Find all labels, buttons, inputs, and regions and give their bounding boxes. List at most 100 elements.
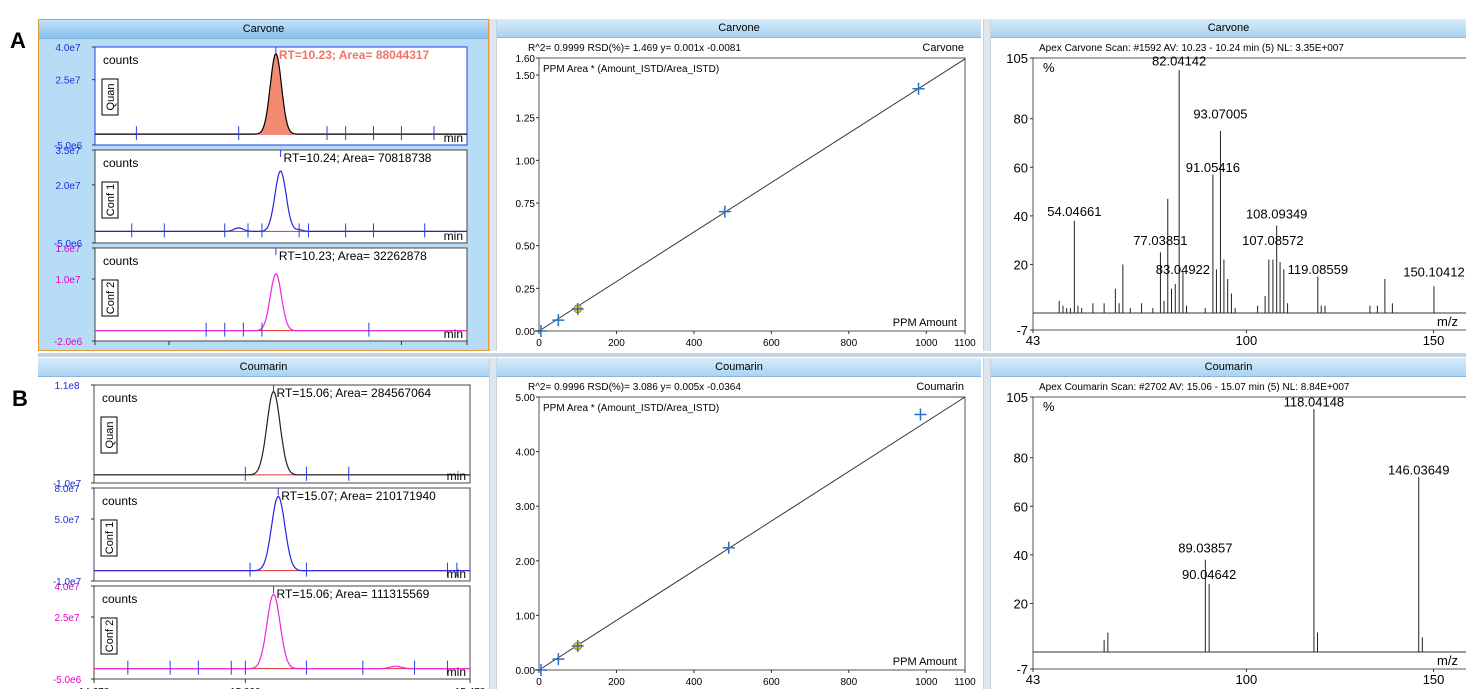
chromatogram-trace (94, 593, 470, 670)
y-tick-label: 1.60 (516, 54, 536, 65)
y-tick-label: 80 (1014, 112, 1028, 127)
calibration-panel-coumarin[interactable]: Coumarin R^2= 0.9996 RSD(%)= 3.086 y= 0.… (497, 358, 981, 689)
y-unit-label: counts (102, 391, 137, 405)
peak-mz-label: 89.03857 (1178, 540, 1232, 555)
x-tick-label: 600 (763, 338, 780, 349)
y-tick-label: 20 (1014, 596, 1028, 611)
x-tick-label: 10.000 (154, 349, 185, 350)
y-tick-label: 105 (1006, 390, 1028, 405)
calibration-plot-coumarin: R^2= 0.9996 RSD(%)= 3.086 y= 0.005x -0.0… (516, 381, 977, 688)
peak-mz-label: 150.10412 (1403, 265, 1464, 280)
trace-name-box: Conf 2 (101, 279, 119, 317)
chromatogram-panel-header[interactable]: Coumarin (38, 358, 489, 377)
chromatogram-panel-coumarin[interactable]: Coumarin RT=15.06; Area= 284567064 counts… (38, 358, 489, 689)
calibration-panel-carvone[interactable]: Carvone R^2= 0.9999 RSD(%)= 1.469 y= 0.0… (497, 19, 981, 351)
trace-frame (93, 487, 471, 582)
chromatogram-trace (94, 495, 470, 572)
calibration-point (552, 314, 565, 327)
y-tick-label: 5.0e7 (54, 515, 79, 526)
peak-mz-label: 118.04148 (1284, 395, 1345, 410)
chromatogram-trace (95, 273, 467, 332)
x-tick-label: 15.000 (230, 687, 261, 689)
y-tick-label: 2.5e7 (54, 613, 79, 624)
x-tick-label: 800 (840, 338, 857, 349)
y-unit-label: counts (102, 494, 137, 508)
y-tick-label: 3.00 (516, 502, 536, 513)
calibration-stats: R^2= 0.9999 RSD(%)= 1.469 y= 0.001x -0.0… (528, 43, 741, 54)
x-tick-label: 100 (1236, 333, 1258, 348)
calibration-point (912, 82, 925, 95)
peak-annotation: RT=10.23; Area= 32262878 (279, 249, 427, 263)
regression-line (538, 396, 966, 671)
chromatogram-trace (95, 52, 467, 135)
y-tick-label: -1.0e7 (53, 479, 82, 490)
vertical-splitter[interactable] (489, 19, 497, 351)
trace-frame (93, 384, 471, 484)
x-tick-label: 14.678 (79, 687, 110, 689)
y-axis-label: PPM Area * (Amount_ISTD/Area_ISTD) (543, 64, 719, 75)
y-tick-label: 80 (1014, 451, 1028, 466)
x-tick-label: 1100 (954, 338, 976, 349)
spectrum-panel-header[interactable]: Coumarin (991, 358, 1466, 377)
y-unit-label: counts (103, 156, 138, 170)
y-tick-label: -1.0e7 (53, 577, 82, 588)
x-axis-label: PPM Amount (893, 656, 957, 668)
peak-mz-label: 93.07005 (1193, 107, 1247, 122)
x-tick-label: 10.500 (386, 349, 417, 350)
x-tick-label: 10.641 (452, 349, 483, 350)
y-tick-label: 4.0e7 (54, 582, 79, 593)
x-tick-label: 0 (536, 677, 542, 688)
x-axis-label: m/z (1437, 314, 1458, 329)
trace-name-frame (100, 617, 118, 655)
vertical-splitter[interactable] (489, 358, 497, 689)
x-tick-label: 43 (1026, 333, 1040, 348)
y-tick-label: 1.0e7 (55, 275, 80, 286)
calibration-panel-header[interactable]: Coumarin (497, 358, 981, 377)
chromatogram-trace (95, 170, 467, 232)
trace-name-frame (101, 181, 119, 219)
spectrum-frame (1032, 57, 1466, 331)
calibration-plot-carvone: R^2= 0.9999 RSD(%)= 1.469 y= 0.001x -0.0… (516, 42, 977, 349)
chromatogram-plot-coumarin: RT=15.06; Area= 284567064 counts min Quan 1.… (53, 381, 486, 689)
calibration-point (718, 205, 731, 218)
horizontal-splitter[interactable] (38, 353, 1466, 357)
calibration-point (914, 408, 927, 421)
x-tick-label: 150 (1423, 333, 1445, 348)
x-axis-label: PPM Amount (893, 317, 957, 329)
peak-mz-label: 83.04922 (1156, 262, 1210, 277)
y-tick-label: 60 (1014, 499, 1028, 514)
x-tick-label: 200 (608, 338, 625, 349)
chromatogram-panel-header[interactable]: Carvone (39, 20, 488, 39)
y-tick-label: 3.5e7 (55, 146, 80, 157)
vertical-splitter[interactable] (983, 19, 991, 351)
x-tick-label: 200 (608, 677, 625, 688)
trace-name-label: Conf 1 (104, 522, 116, 554)
x-tick-label: 150 (1423, 672, 1445, 687)
trace-name-frame (101, 78, 119, 116)
y-tick-label: 1.6e7 (55, 244, 80, 255)
calibration-panel-header[interactable]: Carvone (497, 19, 981, 38)
chromatogram-panel-carvone[interactable]: Carvone RT=10.23; Area= 88044317 counts mi… (38, 19, 489, 351)
calibration-point (571, 639, 584, 652)
spectrum-panel-header[interactable]: Carvone (991, 19, 1466, 38)
x-unit-label: min (444, 229, 463, 243)
trace-name-label: Conf 2 (105, 282, 117, 314)
x-unit-label: min (447, 469, 466, 483)
trace-name-box: Quan (101, 78, 119, 116)
chromatogram-plot-carvone: RT=10.23; Area= 88044317 counts min Quan 4.0… (54, 43, 483, 350)
spectrum-panel-coumarin[interactable]: Coumarin Apex Coumarin Scan: #2702 AV: 1… (991, 358, 1466, 689)
mass-spectrum-plot-coumarin: Apex Coumarin Scan: #2702 AV: 15.06 - 15… (1006, 382, 1466, 687)
x-tick-label: 1000 (915, 338, 938, 349)
x-unit-label: min (444, 131, 463, 145)
spectrum-panel-carvone[interactable]: Carvone Apex Carvone Scan: #1592 AV: 10.… (991, 19, 1466, 351)
vertical-splitter[interactable] (983, 358, 991, 689)
trace-name-box: Conf 1 (100, 519, 118, 557)
y-tick-label: 5.00 (516, 393, 536, 404)
x-tick-label: 400 (686, 338, 703, 349)
peak-mz-label: 77.03851 (1133, 233, 1187, 248)
peak-annotation: RT=15.06; Area= 284567064 (277, 386, 432, 400)
y-tick-label: 8.0e7 (54, 484, 79, 495)
y-tick-label: 1.00 (516, 611, 536, 622)
calibration-stats: R^2= 0.9996 RSD(%)= 3.086 y= 0.005x -0.0… (528, 382, 741, 393)
y-axis-label: % (1043, 60, 1055, 75)
